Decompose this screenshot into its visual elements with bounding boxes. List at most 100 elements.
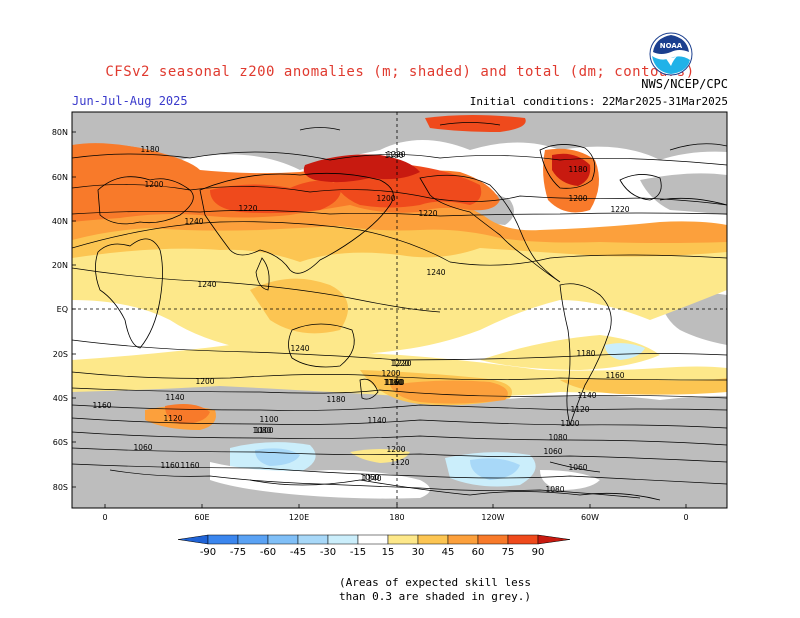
longitude-axis: 0 60E 120E 180 120W 60W 0 (102, 504, 689, 522)
contour-label: 1100 (560, 419, 579, 428)
colorbar-label: -15 (350, 547, 366, 558)
lat-tick-label: 60S (53, 438, 68, 447)
contour-label: 1160 (605, 371, 624, 380)
skill-note: (Areas of expected skill less than 0.3 a… (0, 576, 800, 604)
band-60-75-west (72, 143, 143, 162)
colorbar-segment (447, 534, 479, 545)
contour-label: 1160 (92, 401, 111, 410)
map-title: CFSv2 seasonal z200 anomalies (m; shaded… (105, 64, 695, 80)
lon-tick-label: 60W (581, 513, 599, 522)
colorbar-segment (417, 534, 449, 545)
lon-tick-label: 120W (481, 513, 504, 522)
lat-tick-label: 40N (52, 217, 68, 226)
map-field: 1180120012201240124012401180120012201240… (72, 112, 727, 508)
contour-label: 1180 (326, 395, 345, 404)
colorbar-label: 30 (412, 547, 425, 558)
contour-label: 1240 (426, 268, 445, 277)
colorbar-segment (267, 534, 299, 545)
colorbar-segment (297, 534, 329, 545)
colorbar-segment (327, 534, 359, 545)
contour-label: 1200 (381, 369, 400, 378)
contour-label: 1220 (390, 359, 409, 368)
lat-tick-label: EQ (57, 305, 68, 314)
colorbar-segment (237, 534, 269, 545)
contour-lines (72, 151, 727, 499)
colorbar-segment (207, 534, 239, 545)
lon-tick-label: 120E (289, 513, 309, 522)
band-75-90-core (303, 154, 420, 183)
contour-label: 1140 (367, 416, 386, 425)
skill-note-line-2: than 0.3 are shaded in grey.) (338, 590, 532, 603)
contour-label: 1140 (165, 393, 184, 402)
contour-label: 1220 (386, 150, 405, 159)
noaa-logo: NOAA (649, 32, 693, 76)
contour-label: 1180 (384, 151, 403, 160)
contour-label: 1180 (385, 378, 404, 387)
band-30-45-south-atlantic (560, 378, 727, 395)
contour-label-layer: 1180120012201240124012401180120012201240… (92, 145, 629, 494)
band-75-90-atlantic (552, 153, 591, 186)
contour-label: 1220 (418, 209, 437, 218)
colorbar-label: -90 (200, 547, 216, 558)
contour-label: 1080 (545, 485, 564, 494)
colorbar-label: -30 (320, 547, 336, 558)
contour-label: 1060 (360, 473, 379, 482)
skill-note-line-1: (Areas of expected skill less (338, 576, 532, 589)
colorbar-segment (507, 534, 539, 545)
contour-label: 1140 (362, 474, 381, 483)
contour-label: 1220 (392, 359, 411, 368)
lon-tick-label: 60E (194, 513, 209, 522)
colorbar-label: 45 (442, 547, 455, 558)
lat-tick-label: 20N (52, 261, 68, 270)
contour-label: 1180 (576, 349, 595, 358)
contour-label: 1160 (160, 461, 179, 470)
contour-label: 1240 (290, 344, 309, 353)
colorbar-label: -75 (230, 547, 246, 558)
noaa-logo-text: NOAA (660, 42, 683, 50)
lat-tick-label: 80S (53, 483, 68, 492)
colorbar-segment (387, 534, 419, 545)
contour-label: 1060 (543, 447, 562, 456)
neg-south-america (605, 343, 645, 360)
contour-label: 1080 (548, 433, 567, 442)
colorbar-segment (477, 534, 509, 545)
neg-south-indian-core (255, 448, 300, 466)
contour-label: 1220 (238, 204, 257, 213)
latitude-axis: 80N 60N 40N 20N EQ 20S 40S 60S 80S (52, 128, 76, 492)
band-60-75-arctic-strip (425, 115, 526, 132)
band-45-60-south-east-pacific (390, 380, 508, 404)
contour-label: 1160 (180, 461, 199, 470)
initial-conditions-label: Initial conditions: 22Mar2025-31Mar2025 (469, 95, 728, 108)
lat-tick-label: 20S (53, 350, 68, 359)
contour-label: 1200 (386, 445, 405, 454)
contour-label: 1140 (577, 391, 596, 400)
contour-label: 1080 (252, 426, 271, 435)
grey-north-atlantic (640, 173, 727, 215)
contour-label: 1200 (144, 180, 163, 189)
contour-label: 1120 (163, 414, 182, 423)
neutral-south-pacific-east (540, 470, 600, 490)
contour-label: 1100 (254, 426, 273, 435)
band-15-30-tropics (72, 236, 727, 355)
band-75-90-siberia (210, 180, 341, 214)
contour-label: 1240 (197, 280, 216, 289)
neutral-south-indian (210, 462, 430, 499)
contour-label: 1240 (184, 217, 203, 226)
contour-label: 1200 (376, 194, 395, 203)
band-15-30-south-subtropics (72, 345, 727, 398)
season-label: Jun-Jul-Aug 2025 (72, 94, 188, 108)
lon-tick-label: 0 (683, 513, 688, 522)
neg-south-pacific-core (470, 458, 520, 480)
contour-label: 1180 (383, 378, 402, 387)
grey-north-polar (72, 112, 727, 170)
contour-label: 1060 (133, 443, 152, 452)
lon-tick-label: 180 (389, 513, 404, 522)
contour-label: 1180 (140, 145, 159, 154)
contour-label: 1200 (568, 194, 587, 203)
colorbar: -90 -75 -60 -45 -30 -15 15 30 45 60 75 90 (177, 534, 571, 558)
contour-label: 1160 (384, 378, 403, 387)
contour-label: 1200 (195, 377, 214, 386)
contour-label: 1120 (390, 458, 409, 467)
lat-tick-label: 80N (52, 128, 68, 137)
